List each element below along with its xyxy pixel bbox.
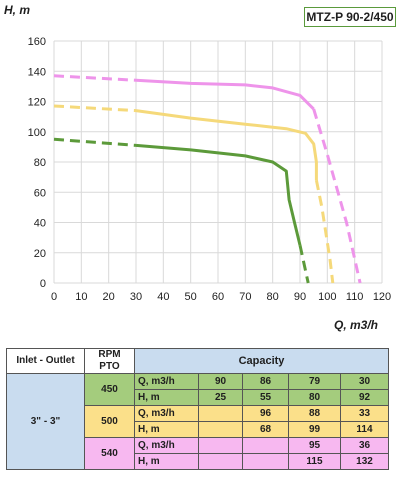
x-tick-label: 110	[346, 291, 364, 303]
y-axis-title: H, m	[4, 3, 31, 17]
h-cell	[198, 421, 243, 438]
y-tick-label: 40	[34, 218, 46, 230]
x-tick-label: 10	[75, 291, 87, 303]
capacity-table: Inlet - Outlet RPM PTO Capacity 3" - 3" …	[6, 348, 389, 470]
h-cell: 132	[340, 453, 389, 470]
y-tick-label: 20	[34, 248, 46, 260]
yellow-curve-solid	[135, 109, 318, 181]
q-cell: 79	[288, 373, 341, 390]
h-label: H, m	[134, 453, 199, 470]
y-tick-label: 140	[28, 66, 46, 78]
green-curve-dashed-end	[298, 244, 310, 284]
yellow-curve-dashed-end	[314, 179, 335, 284]
q-cell: 95	[288, 437, 341, 454]
green-curve-dashed-start	[53, 137, 137, 147]
q-label: Q, m3/h	[134, 437, 199, 454]
q-cell	[198, 437, 243, 454]
yellow-curve-dashed-start	[53, 104, 137, 113]
model-label: MTZ-P 90-2/450	[304, 7, 396, 27]
x-tick-label: 60	[212, 291, 224, 303]
h-cell: 68	[242, 421, 289, 438]
q-label: Q, m3/h	[134, 405, 199, 422]
q-cell: 30	[340, 373, 389, 390]
q-cell: 88	[288, 405, 341, 422]
header-rpm-pto: RPM PTO	[84, 348, 135, 374]
y-tick-labels: 0 20 40 60 80 100 120 140 160	[28, 36, 46, 290]
x-tick-labels: 0 10 20 30 40 50 60 70 80 90 100 110 120	[51, 291, 391, 303]
h-cell: 92	[340, 389, 389, 406]
x-tick-label: 90	[294, 291, 306, 303]
x-tick-label: 30	[130, 291, 142, 303]
y-tick-label: 0	[40, 278, 46, 290]
x-tick-label: 50	[185, 291, 197, 303]
x-tick-label: 70	[239, 291, 251, 303]
h-cell: 25	[198, 389, 243, 406]
rpm-450: 450	[84, 373, 135, 406]
q-cell: 36	[340, 437, 389, 454]
pink-curve-dashed-start	[53, 74, 137, 82]
x-tick-label: 100	[318, 291, 336, 303]
x-tick-label: 120	[373, 291, 391, 303]
pink-curve-dashed-end	[312, 108, 362, 284]
x-axis-title: Q, m3/h	[334, 318, 379, 332]
q-cell: 96	[242, 405, 289, 422]
x-tick-label: 80	[267, 291, 279, 303]
h-label: H, m	[134, 389, 199, 406]
y-tick-label: 100	[28, 127, 46, 139]
q-cell: 90	[198, 373, 243, 390]
pink-curve-solid	[135, 78, 315, 111]
x-tick-label: 40	[157, 291, 169, 303]
h-cell: 80	[288, 389, 341, 406]
pump-curve-chart: 0 10 20 30 40 50 60 70 80 90 100 110 120 0 20 40 60 80 10…	[28, 36, 392, 303]
rpm-540: 540	[84, 437, 135, 470]
y-tick-label: 60	[34, 187, 46, 199]
header-inlet-outlet: Inlet - Outlet	[6, 348, 85, 374]
h-cell: 114	[340, 421, 389, 438]
inlet-value: 3" - 3"	[6, 373, 85, 470]
x-tick-label: 0	[51, 291, 57, 303]
q-cell	[242, 437, 289, 454]
rpm-500: 500	[84, 405, 135, 438]
q-label: Q, m3/h	[134, 373, 199, 390]
x-tick-label: 20	[103, 291, 115, 303]
q-cell: 33	[340, 405, 389, 422]
h-cell	[198, 453, 243, 470]
q-cell	[198, 405, 243, 422]
h-cell: 115	[288, 453, 341, 470]
h-cell: 55	[242, 389, 289, 406]
y-tick-label: 80	[34, 157, 46, 169]
h-cell	[242, 453, 289, 470]
curves	[53, 74, 362, 284]
q-cell: 86	[242, 373, 289, 390]
header-capacity: Capacity	[134, 348, 389, 374]
y-tick-label: 160	[28, 36, 46, 48]
h-label: H, m	[134, 421, 199, 438]
h-cell: 99	[288, 421, 341, 438]
y-tick-label: 120	[28, 97, 46, 109]
green-curve-solid	[135, 143, 302, 246]
